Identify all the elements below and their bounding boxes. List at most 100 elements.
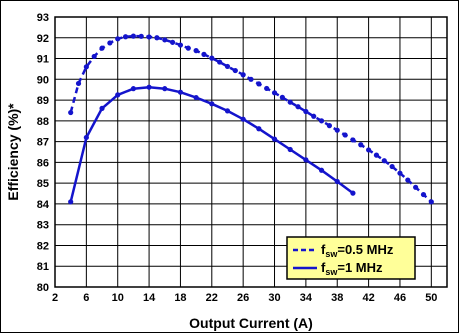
x-tick-label: 30 [268,292,280,304]
series-0-point [107,40,113,46]
series-1-point [350,190,356,196]
series-0-point [256,81,262,87]
x-tick-label: 6 [83,292,89,304]
y-tick-label: 81 [37,261,49,273]
x-tick-label: 22 [206,292,218,304]
plot-area-frame [54,16,448,288]
series-1-point [68,199,74,205]
series-0-point [99,45,105,51]
series-0-point [405,177,411,183]
y-tick-label: 92 [37,33,49,45]
series-0-point [373,152,380,158]
legend-0p5mhz-subscript: sw [325,249,338,259]
series-1-point [256,126,262,132]
series-0-point [232,67,238,74]
series-0-point [264,85,270,92]
series-0-point [318,118,325,124]
x-tick-label: 50 [425,292,437,304]
y-tick-label: 90 [37,74,49,86]
series-1-point [224,108,231,114]
x-tick-label: 2 [52,292,58,304]
x-tick-label: 42 [362,292,374,304]
x-tick-label: 18 [174,292,186,304]
series-0-point [240,72,246,78]
series-0-point [389,163,395,170]
x-axis-label: Output Current (A) [189,315,313,331]
y-axis-label: Efficiency (%)* [5,103,21,201]
legend-0p5mhz-rest: =0.5 MHz [337,242,393,257]
series-0-point [75,80,82,87]
legend-1mhz-subscript: sw [325,267,338,277]
series-0-point [185,45,191,51]
series-1-point [193,94,199,101]
series-1-point [209,101,215,107]
series-0-point [68,109,74,116]
series-1-point [318,167,325,173]
series-1-point [240,116,246,122]
x-tick-label: 38 [331,292,343,304]
y-tick-label: 86 [37,157,49,169]
series-1-point [83,134,89,141]
y-tick-label: 80 [37,282,49,294]
series-0-point [162,37,168,43]
series-0-point [366,147,372,153]
series-0-point [397,170,403,176]
x-tick-label: 14 [143,292,156,304]
series-0-point [303,108,309,115]
series-0-point [217,59,223,65]
series-0-point [224,63,231,70]
y-tick-label: 82 [37,240,49,252]
series-0-point [311,113,317,119]
series-0-point [271,90,278,96]
series-0-point [91,53,97,60]
y-tick-label: 91 [37,54,49,66]
series-0-point [209,55,215,61]
series-0-point [201,51,207,57]
series-0-point [122,34,129,40]
series-0-point [326,123,332,129]
y-tick-label: 89 [37,95,49,107]
y-tick-label: 93 [37,12,49,24]
series-1-point [271,136,278,142]
series-1-point [162,86,168,92]
x-tick-label: 46 [394,292,406,304]
series-0-point [342,132,348,138]
series-0-point [287,99,293,105]
series-0-point [428,199,434,205]
x-tick-label: 34 [300,292,313,304]
legend-1mhz-rest: =1 MHz [337,260,383,275]
series-0-point [177,42,184,48]
series-0-point [115,36,121,42]
series-1-point [287,146,293,153]
series-0-point [381,158,387,164]
series-0-point [334,127,340,133]
x-tick-label: 26 [237,292,249,304]
series-0-point [279,94,285,100]
series-0-point [170,39,176,45]
series-1-point [334,178,340,185]
y-tick-label: 88 [37,116,49,128]
legend-1mhz-main: f [321,260,326,275]
y-tick-label: 84 [37,199,50,211]
x-tick-label: 10 [112,292,124,304]
legend-entry-0p5mhz: fsw=0.5 MHz [321,242,394,259]
series-0-point [350,137,356,143]
y-tick-label: 85 [37,178,49,190]
legend-0p5mhz-main: f [321,242,326,257]
series-0-point [130,33,136,39]
series-0-point [193,48,199,54]
series-1-point [115,92,121,98]
series-1-point [130,86,136,92]
series-0-point [83,64,89,70]
series-0-point [154,35,160,41]
series-0-point [420,191,427,198]
legend-box [286,236,416,280]
series-0-point [146,34,152,40]
series-layer [68,33,434,205]
y-tick-label: 87 [37,137,49,149]
series-1-point [303,157,309,163]
series-1-point [99,105,105,111]
